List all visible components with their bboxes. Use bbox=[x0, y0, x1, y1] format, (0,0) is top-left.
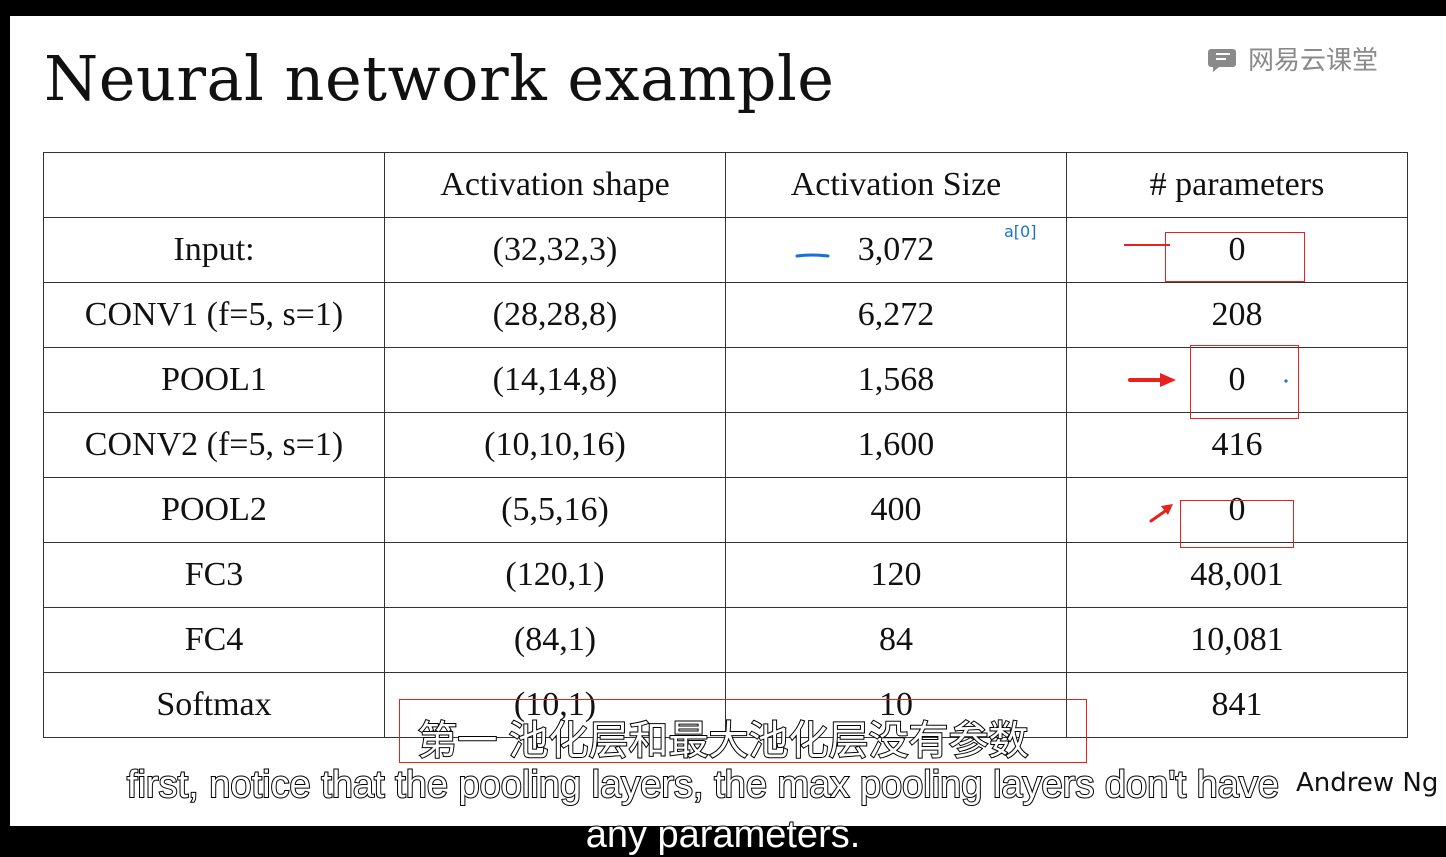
subtitle-english-line1: first, notice that the pooling layers, t… bbox=[126, 763, 1280, 807]
table-row: FC3 (120,1) 120 48,001 bbox=[43, 542, 1408, 608]
size-cell: 120 bbox=[725, 542, 1067, 608]
table-row: Input: (32,32,3) 3,072 0 bbox=[43, 217, 1408, 283]
watermark-text: 网易云课堂 bbox=[1248, 46, 1379, 76]
layer-cell: FC4 bbox=[43, 607, 385, 673]
table-row: FC4 (84,1) 84 10,081 bbox=[43, 607, 1408, 673]
author-credit: Andrew Ng bbox=[1296, 768, 1439, 798]
table-row: POOL2 (5,5,16) 400 0 bbox=[43, 477, 1408, 543]
layer-cell: POOL2 bbox=[43, 477, 385, 543]
params-cell: 0 bbox=[1066, 477, 1408, 543]
table-header-row: Activation shape Activation Size # param… bbox=[43, 152, 1408, 218]
shape-cell: (14,14,8) bbox=[384, 347, 726, 413]
layer-cell: CONV2 (f=5, s=1) bbox=[43, 412, 385, 478]
header-cell bbox=[43, 152, 385, 218]
shape-cell: (5,5,16) bbox=[384, 477, 726, 543]
size-cell: 3,072 bbox=[725, 217, 1067, 283]
watermark: 网易云课堂 bbox=[1208, 40, 1378, 77]
subtitle-chinese: 第一 池化层和最大池化层没有参数 bbox=[416, 718, 1029, 764]
layer-cell: CONV1 (f=5, s=1) bbox=[43, 282, 385, 348]
shape-cell: (10,10,16) bbox=[384, 412, 726, 478]
size-cell: 84 bbox=[725, 607, 1067, 673]
slide-title: Neural network example bbox=[44, 42, 835, 115]
params-cell: 10,081 bbox=[1066, 607, 1408, 673]
size-cell: 400 bbox=[725, 477, 1067, 543]
size-cell: 10 bbox=[725, 672, 1067, 738]
layer-cell: POOL1 bbox=[43, 347, 385, 413]
table-row: Softmax (10,1) 10 841 bbox=[43, 672, 1408, 738]
header-cell: Activation shape bbox=[384, 152, 726, 218]
shape-cell: (28,28,8) bbox=[384, 282, 726, 348]
size-cell: 1,568 bbox=[725, 347, 1067, 413]
shape-cell: (84,1) bbox=[384, 607, 726, 673]
subtitle-english-line2: any parameters. bbox=[585, 813, 862, 857]
layer-cell: Softmax bbox=[43, 672, 385, 738]
size-cell: 1,600 bbox=[725, 412, 1067, 478]
table-row: CONV2 (f=5, s=1) (10,10,16) 1,600 416 bbox=[43, 412, 1408, 478]
shape-cell: (10,1) bbox=[384, 672, 726, 738]
shape-cell: (32,32,3) bbox=[384, 217, 726, 283]
table-row: CONV1 (f=5, s=1) (28,28,8) 6,272 208 bbox=[43, 282, 1408, 348]
layer-cell: FC3 bbox=[43, 542, 385, 608]
watermark-logo-icon bbox=[1208, 48, 1236, 72]
params-cell: 0 bbox=[1066, 217, 1408, 283]
header-cell: # parameters bbox=[1066, 152, 1408, 218]
shape-cell: (120,1) bbox=[384, 542, 726, 608]
params-cell: 841 bbox=[1066, 672, 1408, 738]
params-cell: 0 bbox=[1066, 347, 1408, 413]
params-cell: 208 bbox=[1066, 282, 1408, 348]
params-cell: 416 bbox=[1066, 412, 1408, 478]
size-cell: 6,272 bbox=[725, 282, 1067, 348]
layer-cell: Input: bbox=[43, 217, 385, 283]
params-cell: 48,001 bbox=[1066, 542, 1408, 608]
network-table: Activation shape Activation Size # param… bbox=[43, 152, 1408, 738]
lecture-slide: Neural network example 网易云课堂 Activation … bbox=[10, 16, 1446, 826]
table-row: POOL1 (14,14,8) 1,568 0 bbox=[43, 347, 1408, 413]
header-cell: Activation Size bbox=[725, 152, 1067, 218]
